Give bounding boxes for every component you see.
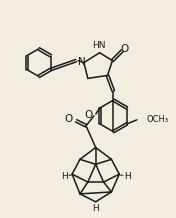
Text: O: O <box>120 44 128 54</box>
Text: OCH₃: OCH₃ <box>147 115 169 124</box>
Text: N: N <box>78 57 86 67</box>
Text: ···: ··· <box>65 172 72 181</box>
Text: H: H <box>61 172 68 181</box>
Text: ···: ··· <box>120 172 127 181</box>
Text: H: H <box>92 204 99 213</box>
Text: O: O <box>64 114 72 124</box>
Text: O: O <box>85 110 93 120</box>
Text: HN: HN <box>92 41 105 50</box>
Text: H: H <box>124 172 131 181</box>
